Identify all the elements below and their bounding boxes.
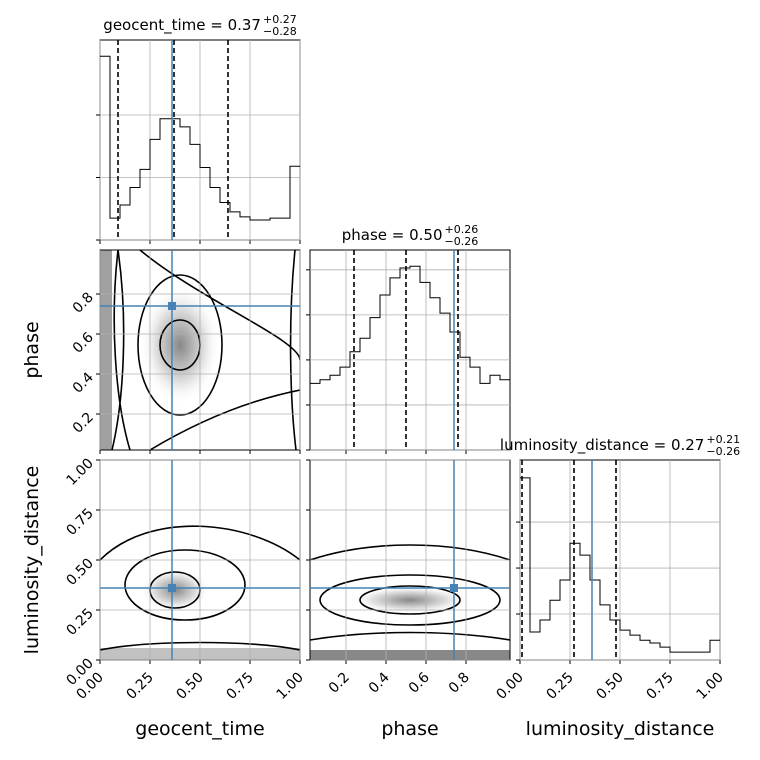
- x-tick-label: 1.00: [273, 670, 306, 703]
- title-lower: −0.26: [445, 235, 479, 248]
- panel: phase = 0.50 +0.26−0.26: [306, 223, 511, 454]
- y-tick-label: 0.6: [70, 329, 97, 356]
- x-tick-label: 0.00: [493, 670, 526, 703]
- x-tick-label: 0.25: [543, 670, 576, 703]
- truth-marker: [168, 302, 176, 310]
- x-axis-label: geocent_time: [135, 718, 264, 740]
- histogram: [520, 477, 720, 653]
- x-tick-label: 0.6: [406, 669, 433, 696]
- x-tick-label: 0.75: [223, 670, 256, 703]
- panel: 0.2 0.4 0.6 0.8: [306, 459, 511, 697]
- x-axis-label: luminosity_distance: [526, 718, 715, 740]
- density-contours: [310, 544, 510, 660]
- x-axis-label: phase: [381, 718, 438, 740]
- title-upper: +0.21: [706, 433, 740, 446]
- truth-marker: [168, 584, 176, 592]
- panel-frame: [309, 249, 511, 451]
- title-upper: +0.27: [263, 13, 297, 26]
- y-tick-label: 0.2: [70, 410, 97, 437]
- truth-marker: [450, 584, 458, 592]
- panel-title: phase = 0.50: [342, 226, 443, 244]
- x-tick-label: 0.2: [326, 670, 353, 697]
- title-upper: +0.26: [445, 223, 479, 236]
- x-tick-label: 0.50: [593, 670, 626, 703]
- y-axis-label: luminosity_distance: [21, 466, 43, 655]
- x-tick-label: 0.25: [123, 670, 156, 703]
- histogram: [100, 55, 300, 221]
- title-lower: −0.28: [263, 25, 297, 38]
- y-tick-label: 0.75: [63, 506, 96, 539]
- x-tick-label: 0.8: [446, 670, 473, 697]
- x-tick-label: 1.00: [693, 670, 726, 703]
- y-axis-label: phase: [21, 321, 43, 378]
- y-tick-label: 0.8: [70, 290, 97, 317]
- y-tick-label: 0.50: [63, 556, 96, 589]
- y-tick-label: 0.4: [70, 369, 97, 396]
- x-tick-label: 0.50: [173, 670, 206, 703]
- y-tick-label: 0.25: [63, 606, 96, 639]
- panel-title: geocent_time = 0.37: [103, 16, 261, 35]
- panel: 0.00 0.25 0.50 0.75 1.00 luminosity_distance …: [493, 433, 740, 703]
- panel-title: luminosity_distance = 0.27: [500, 436, 704, 455]
- x-tick-label: 0.75: [643, 670, 676, 703]
- y-tick-label: 1.00: [63, 456, 96, 489]
- title-lower: −0.26: [706, 445, 740, 458]
- panel: geocent_time = 0.37 +0.27−0.28: [96, 13, 301, 244]
- x-tick-label: 0.4: [366, 669, 393, 696]
- histogram: [310, 265, 510, 384]
